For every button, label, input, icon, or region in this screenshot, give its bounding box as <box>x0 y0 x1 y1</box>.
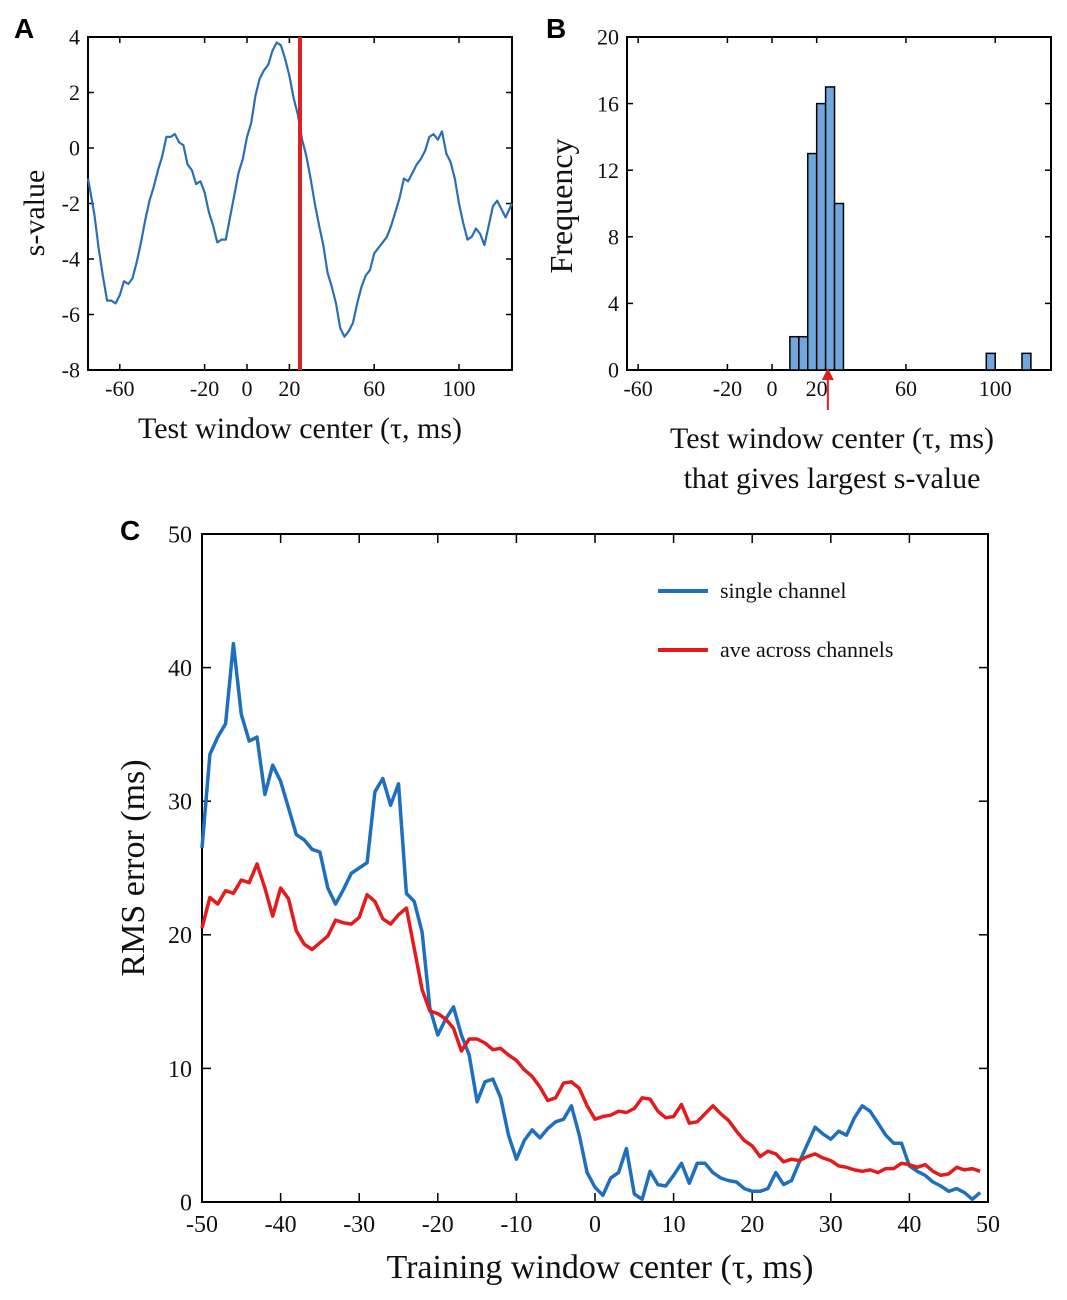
x-tick-label: -20 <box>190 376 219 401</box>
x-tick-label: -60 <box>105 376 134 401</box>
histogram-bar <box>824 86 836 371</box>
x-tick-label: 20 <box>806 376 828 401</box>
x-tick-label: 20 <box>740 1212 764 1238</box>
x-tick-label: 100 <box>443 376 476 401</box>
x-tick-label: 60 <box>895 376 917 401</box>
histogram-bar <box>807 152 818 371</box>
y-tick-label: 20 <box>168 923 192 949</box>
x-tick-label: -60 <box>623 376 652 401</box>
panel-b-ticks: -60 -20 0 20 60 100 0 4 8 12 16 20 <box>597 25 1051 401</box>
y-tick-label: 50 <box>168 522 192 548</box>
x-tick-label: -10 <box>500 1212 532 1238</box>
panel-a-label: A <box>14 13 34 44</box>
x-tick-label: 10 <box>662 1212 686 1238</box>
x-tick-label: 100 <box>979 376 1012 401</box>
histogram-bar <box>985 352 996 371</box>
panel-c-frame <box>201 533 989 1203</box>
y-tick-label: 10 <box>168 1057 192 1083</box>
x-tick-label: 0 <box>767 376 778 401</box>
histogram-bar <box>1021 352 1032 371</box>
panel-c: C -50 -40 -30 -20 -10 0 10 20 30 40 5001020304050 … <box>115 515 1000 1286</box>
x-tick-label: 30 <box>819 1212 843 1238</box>
histogram-bar <box>789 335 800 371</box>
y-tick-label: 4 <box>69 25 80 50</box>
y-tick-label: 0 <box>69 136 80 161</box>
panel-c-ylabel: RMS error (ms) <box>115 759 152 976</box>
x-tick-label: -30 <box>343 1212 375 1238</box>
legend-label-ave: ave across channels <box>720 637 893 662</box>
x-tick-label: -20 <box>422 1212 454 1238</box>
panel-b-xlabel-line2: that gives largest s-value <box>684 462 981 495</box>
panel-b-plot <box>789 86 1032 410</box>
y-tick-label: 16 <box>597 91 619 116</box>
x-tick-label: -40 <box>265 1212 297 1238</box>
x-tick-label: -50 <box>186 1212 218 1238</box>
histogram-bar <box>815 102 827 371</box>
x-tick-label: 40 <box>897 1212 921 1238</box>
x-tick-label: 0 <box>242 376 253 401</box>
arrow-head <box>821 368 834 380</box>
histogram-bar <box>833 202 845 371</box>
y-tick-label: 12 <box>597 158 619 183</box>
x-tick-label: 60 <box>363 376 385 401</box>
y-tick-label: -2 <box>62 191 80 216</box>
y-tick-label: 30 <box>168 790 192 816</box>
series-line-1 <box>200 641 982 1202</box>
panel-c-ticks: -50 -40 -30 -20 -10 0 10 20 30 40 50 0 10 20 30 40 50 <box>168 522 1000 1238</box>
panel-a-plot <box>86 37 513 370</box>
y-tick-label: 4 <box>608 291 619 316</box>
panel-a-xlabel: Test window center (τ, ms) <box>138 412 462 445</box>
y-tick-label: 2 <box>69 80 80 105</box>
x-tick-label: 0 <box>589 1212 601 1238</box>
y-tick-label: -6 <box>62 302 80 327</box>
panel-c-xlabel: Training window center (τ, ms) <box>387 1249 814 1286</box>
panel-a-ylabel: s-value <box>18 170 51 257</box>
panel-c-label: C <box>120 515 140 546</box>
panel-c-legend: single channel ave across channels <box>658 578 893 662</box>
y-tick-label: 40 <box>168 656 192 682</box>
y-tick-label: -8 <box>62 358 80 383</box>
y-tick-label: 20 <box>597 25 619 50</box>
panel-b-xlabel: Test window center (τ, ms) <box>670 422 994 455</box>
panel-c-plot <box>200 641 982 1202</box>
y-tick-label: 8 <box>608 225 619 250</box>
panel-b: B -60 -20 0 20 60 100 0 4 8 12 16 20 Frequency Test… <box>543 13 1052 495</box>
histogram-bar <box>798 335 809 371</box>
y-tick-label: 0 <box>180 1190 192 1216</box>
x-tick-label: 20 <box>278 376 300 401</box>
y-tick-label: 0 <box>608 358 619 383</box>
legend-label-single: single channel <box>720 578 846 603</box>
x-tick-label: 50 <box>976 1212 1000 1238</box>
panel-b-label: B <box>546 13 566 44</box>
x-tick-label: -20 <box>713 376 742 401</box>
panel-b-ylabel: Frequency <box>543 138 579 273</box>
series-line-2 <box>200 862 981 1178</box>
y-tick-label: -4 <box>62 247 80 272</box>
